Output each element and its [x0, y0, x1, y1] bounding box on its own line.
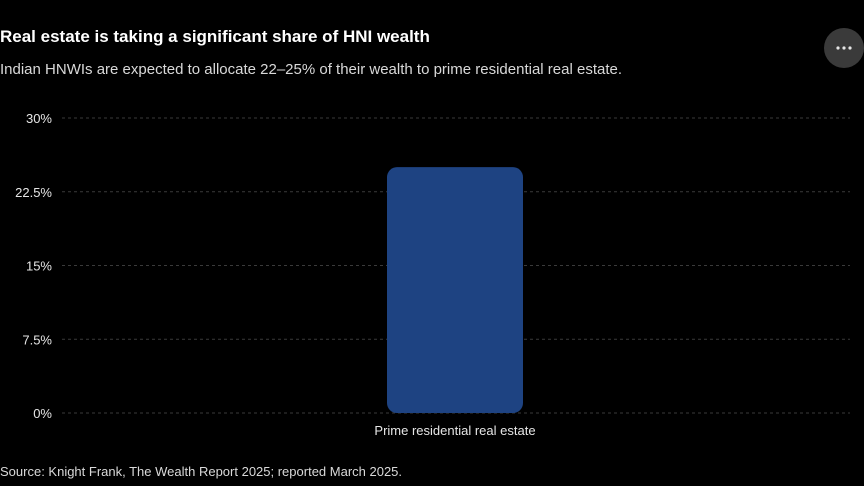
bar-prime-residential-real-estate[interactable]	[387, 167, 523, 413]
source-note: Source: Knight Frank, The Wealth Report …	[0, 464, 403, 479]
more-options-button[interactable]	[824, 28, 864, 68]
chart-title: Real estate is taking a significant shar…	[0, 27, 430, 46]
chart-subtitle: Indian HNWIs are expected to allocate 22…	[0, 61, 623, 78]
y-tick-label: 0%	[33, 406, 52, 421]
more-horizontal-icon	[836, 46, 852, 50]
y-tick-label: 22.5%	[15, 185, 52, 200]
y-tick-label: 30%	[26, 111, 52, 126]
y-tick-label: 7.5%	[22, 332, 52, 347]
bar-chart: 0% 7.5% 15% 22.5% 30% Prime residential real …	[15, 111, 850, 438]
x-category-label: Prime residential real estate	[374, 423, 535, 438]
y-tick-label: 15%	[26, 259, 52, 274]
